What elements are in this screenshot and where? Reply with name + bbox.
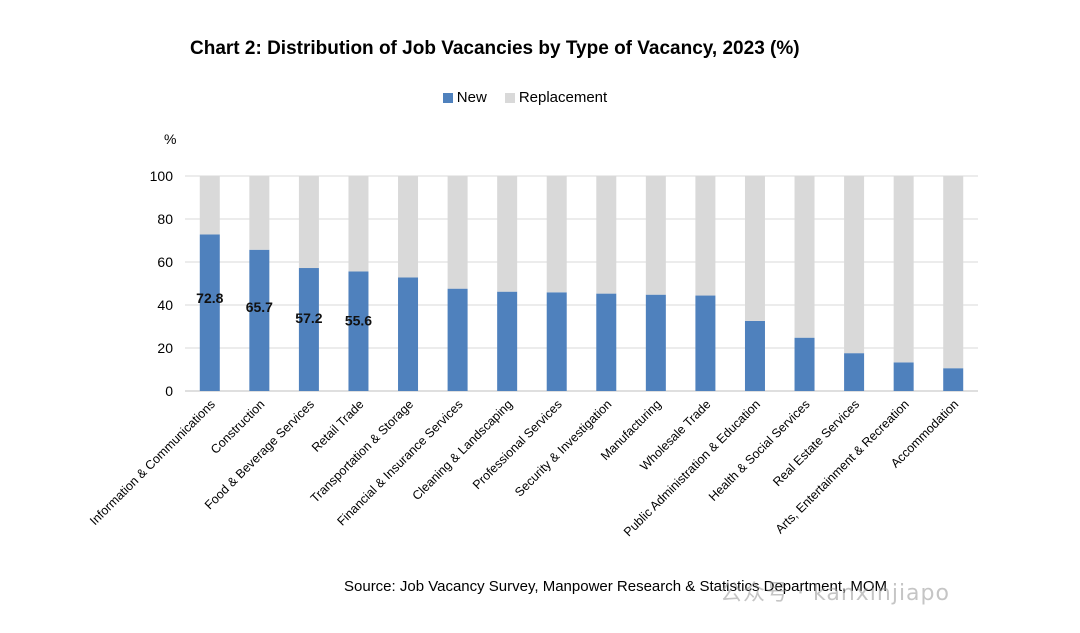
y-tick-label: 100 — [150, 168, 174, 184]
bar-new — [943, 368, 964, 391]
bar-replacement — [893, 176, 914, 363]
legend-label-replacement: Replacement — [518, 89, 608, 106]
bar-replacement — [943, 176, 964, 369]
bar-replacement — [199, 176, 220, 235]
x-tick-label: Health & Social Services — [706, 397, 813, 504]
bar-new — [596, 293, 617, 391]
bar-new — [199, 234, 220, 391]
bar-new — [546, 292, 567, 391]
legend-swatch-new — [442, 92, 453, 103]
data-label: 65.7 — [246, 299, 273, 315]
bar-replacement — [695, 176, 716, 296]
data-label: 72.8 — [196, 290, 223, 306]
bar-replacement — [398, 176, 419, 278]
legend-swatch-replacement — [504, 92, 515, 103]
legend-label-new: New — [456, 89, 487, 106]
bar-new — [645, 294, 666, 391]
x-tick-label: Information & Communications — [87, 397, 218, 528]
bar-new — [249, 249, 270, 391]
legend: New Replacement — [0, 89, 1080, 106]
y-tick-label: 80 — [157, 211, 173, 227]
bar-new — [398, 277, 419, 391]
y-axis-label: % — [164, 131, 176, 147]
x-tick-label: Security & Investigation — [512, 397, 614, 499]
y-tick-label: 20 — [157, 340, 173, 356]
legend-item-replacement: Replacement — [504, 89, 608, 106]
data-label: 57.2 — [295, 310, 322, 326]
bar-replacement — [744, 176, 765, 321]
bar-new — [794, 337, 815, 391]
source-note: Source: Job Vacancy Survey, Manpower Res… — [344, 578, 887, 595]
data-label: 55.6 — [345, 312, 372, 328]
bar-replacement — [546, 176, 567, 293]
x-tick-label: Real Estate Services — [770, 397, 862, 489]
bar-new — [893, 362, 914, 391]
legend-item-new: New — [442, 89, 487, 106]
chart-title: Chart 2: Distribution of Job Vacancies b… — [190, 38, 800, 59]
watermark: 公众号 · kanxinjiapo — [720, 581, 950, 606]
bar-new — [348, 271, 369, 391]
bar-new — [447, 288, 468, 391]
bar-replacement — [596, 176, 617, 294]
y-tick-label: 40 — [157, 297, 173, 313]
bar-new — [298, 268, 319, 391]
bar-replacement — [348, 176, 369, 272]
bar-replacement — [844, 176, 865, 354]
x-tick-label: Transportation & Storage — [308, 397, 416, 505]
bar-replacement — [794, 176, 815, 338]
x-tick-label: Cleaning & Landscaping — [410, 397, 516, 503]
bar-replacement — [497, 176, 518, 292]
bar-replacement — [645, 176, 666, 295]
y-tick-label: 60 — [157, 254, 173, 270]
x-tick-label: Professional Services — [470, 397, 565, 492]
bar-replacement — [249, 176, 270, 250]
bar-new — [695, 295, 716, 391]
bar-replacement — [298, 176, 319, 269]
bar-new — [497, 291, 518, 391]
bar-new — [844, 353, 865, 391]
bar-new — [744, 320, 765, 391]
bar-replacement — [447, 176, 468, 289]
y-tick-label: 0 — [165, 383, 173, 399]
